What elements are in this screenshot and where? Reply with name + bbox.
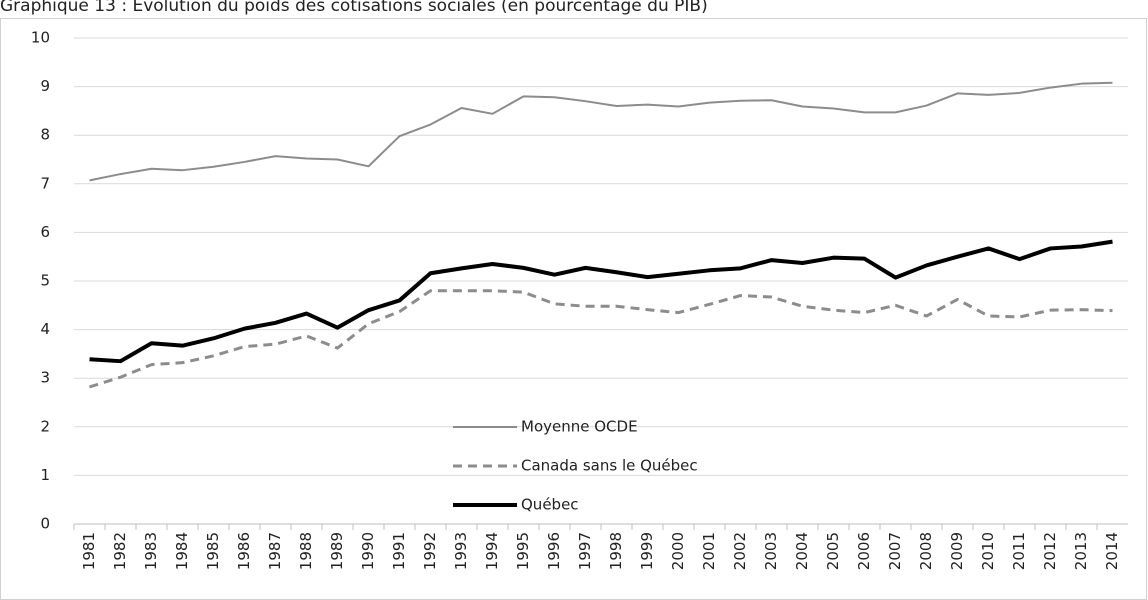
x-tick-label: 2009 <box>948 532 966 570</box>
line-series <box>89 239 1113 364</box>
legend-label: Québec <box>521 496 579 514</box>
x-tick-label: 2011 <box>1010 532 1028 570</box>
x-tick-label: 1996 <box>545 532 563 570</box>
y-tick-label: 6 <box>40 223 50 241</box>
y-tick-label: 8 <box>40 126 50 144</box>
y-tick-label: 0 <box>40 515 50 533</box>
x-tick-label: 2006 <box>855 532 873 570</box>
x-tick-label: 1994 <box>483 532 501 570</box>
x-tick-label: 1997 <box>576 532 594 570</box>
x-tick-label: 2002 <box>731 532 749 570</box>
x-tick-label: 1982 <box>111 532 129 570</box>
x-tick-label: 2014 <box>1103 532 1121 570</box>
legend-label: Moyenne OCDE <box>521 418 638 436</box>
chart-title: Graphique 13 : Évolution du poids des co… <box>0 0 708 16</box>
x-tick-label: 1999 <box>638 532 656 570</box>
x-tick-label: 1985 <box>204 532 222 570</box>
x-tick-label: 2003 <box>762 532 780 570</box>
x-tick-label: 2008 <box>917 532 935 570</box>
y-tick-label: 1 <box>40 466 50 484</box>
x-tick-label: 1984 <box>173 532 191 570</box>
x-tick-label: 2004 <box>793 532 811 570</box>
line-series <box>89 289 1113 389</box>
x-tick-label: 1995 <box>514 532 532 570</box>
x-tick-label: 1981 <box>80 532 98 570</box>
x-tick-label: 2012 <box>1041 532 1059 570</box>
y-tick-label: 3 <box>40 369 50 387</box>
x-tick-label: 2000 <box>669 532 687 570</box>
y-tick-label: 2 <box>40 417 50 435</box>
x-tick-label: 1983 <box>142 532 160 570</box>
x-tick-label: 1992 <box>421 532 439 570</box>
y-tick-label: 10 <box>31 29 50 47</box>
line-series <box>89 81 1113 182</box>
x-tick-label: 1987 <box>266 532 284 570</box>
x-tick-label: 1990 <box>359 532 377 570</box>
x-tick-label: 1993 <box>452 532 470 570</box>
x-tick-label: 2010 <box>979 532 997 570</box>
x-tick-label: 2001 <box>700 532 718 570</box>
x-tick-label: 1989 <box>328 532 346 570</box>
x-tick-label: 2005 <box>824 532 842 570</box>
y-tick-label: 7 <box>40 174 50 192</box>
y-tick-label: 9 <box>40 77 50 95</box>
legend-label: Canada sans le Québec <box>521 457 698 475</box>
x-tick-label: 1991 <box>390 532 408 570</box>
y-tick-label: 5 <box>40 272 50 290</box>
x-tick-label: 2007 <box>886 532 904 570</box>
x-tick-label: 2013 <box>1072 532 1090 570</box>
x-tick-label: 1988 <box>297 532 315 570</box>
y-tick-label: 4 <box>40 320 50 338</box>
x-tick-label: 1986 <box>235 532 253 570</box>
x-tick-label: 1998 <box>607 532 625 570</box>
